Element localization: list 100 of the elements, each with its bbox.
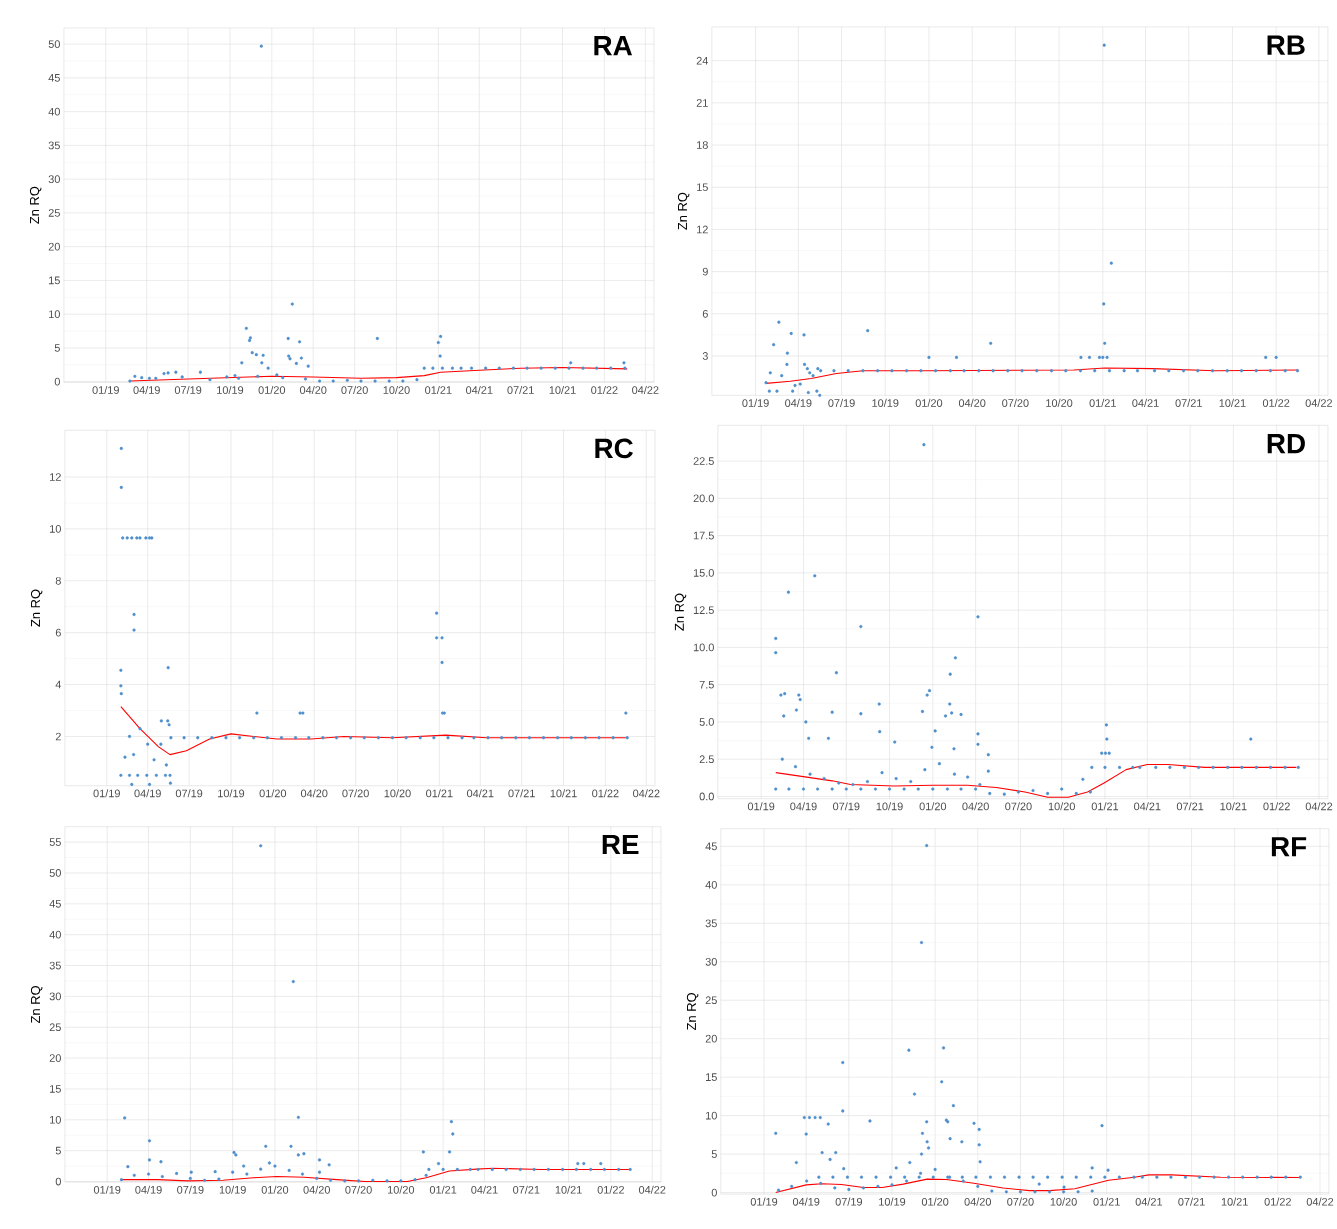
x-tick-label: 07/20 xyxy=(341,385,368,394)
x-tick-label: 01/20 xyxy=(921,1197,949,1206)
x-tick-label: 01/20 xyxy=(915,398,943,407)
x-tick-label: 07/21 xyxy=(1178,1197,1205,1206)
y-tick-label: 0.0 xyxy=(699,792,714,801)
chart-title: RE xyxy=(602,834,639,855)
x-tick-label: 01/19 xyxy=(93,1185,121,1194)
y-tick-label: 20.0 xyxy=(693,494,714,503)
y-tick-label: 55 xyxy=(49,838,61,846)
x-tick-label: 04/22 xyxy=(633,789,660,798)
y-tick-label: 10 xyxy=(50,525,61,533)
x-tick-label: 04/19 xyxy=(133,385,160,394)
y-tick-label: 0 xyxy=(55,1177,61,1186)
y-tick-label: 6 xyxy=(55,628,61,637)
x-tick-label: 04/20 xyxy=(303,1185,330,1194)
x-tick-label: 01/19 xyxy=(742,398,769,407)
x-tick-label: 01/21 xyxy=(425,385,452,394)
y-tick-label: 7.5 xyxy=(699,680,714,689)
y-tick-label: 15 xyxy=(49,276,60,285)
x-tick-label: 04/21 xyxy=(1134,802,1161,811)
x-tick-label: 07/21 xyxy=(1176,802,1204,811)
x-tick-label: 01/21 xyxy=(426,789,453,798)
x-tick-label: 01/22 xyxy=(1264,1197,1291,1206)
x-tick-label: 01/22 xyxy=(591,385,618,394)
x-tick-label: 01/19 xyxy=(747,802,775,811)
x-tick-label: 10/19 xyxy=(876,802,903,811)
y-tick-label: 8 xyxy=(55,576,61,585)
x-tick-label: 10/21 xyxy=(1221,1197,1248,1206)
y-axis-title: Zn RQ xyxy=(30,985,43,1024)
y-tick-label: 3 xyxy=(702,352,708,360)
line-series xyxy=(765,367,1299,384)
x-tick-label: 10/21 xyxy=(1219,398,1246,407)
y-axis-title: Zn RQ xyxy=(677,192,690,230)
x-tick-label: 04/22 xyxy=(1305,398,1333,407)
y-tick-label: 45 xyxy=(705,842,717,851)
x-tick-label: 04/19 xyxy=(785,398,812,407)
y-tick-label: 10.0 xyxy=(693,643,714,652)
x-tick-label: 10/21 xyxy=(1220,802,1247,811)
x-tick-label: 01/19 xyxy=(93,789,120,798)
y-tick-label: 20 xyxy=(705,1034,717,1043)
chart-title: RD xyxy=(1267,434,1305,454)
x-tick-label: 07/20 xyxy=(342,789,369,798)
y-tick-label: 20 xyxy=(48,242,60,251)
x-tick-label: 01/21 xyxy=(429,1185,457,1194)
y-tick-label: 35 xyxy=(48,141,60,150)
y-tick-label: 25 xyxy=(48,209,60,217)
y-tick-label: 30 xyxy=(705,957,717,966)
x-tick-label: 01/22 xyxy=(592,789,619,798)
y-tick-label: 30 xyxy=(48,175,60,184)
y-axis-title: Zn RQ xyxy=(674,593,687,631)
y-tick-label: 10 xyxy=(49,310,60,319)
x-tick-label: 10/20 xyxy=(1046,398,1073,407)
y-tick-label: 15 xyxy=(706,1073,717,1081)
x-tick-label: 07/19 xyxy=(833,802,860,811)
x-tick-label: 01/20 xyxy=(919,802,947,811)
x-tick-label: 01/21 xyxy=(1093,1197,1120,1206)
x-tick-label: 10/21 xyxy=(549,385,576,394)
x-tick-label: 04/19 xyxy=(790,802,817,811)
y-tick-label: 35 xyxy=(705,919,717,928)
x-tick-label: 01/22 xyxy=(597,1185,625,1194)
y-tick-label: 5 xyxy=(711,1150,717,1158)
x-tick-label: 10/20 xyxy=(1050,1197,1077,1206)
x-tick-label: 04/19 xyxy=(134,789,161,798)
x-tick-label: 01/20 xyxy=(261,1185,289,1194)
x-tick-label: 10/19 xyxy=(879,1197,906,1206)
y-tick-label: 6 xyxy=(702,309,708,318)
y-axis-title: Zn RQ xyxy=(29,186,42,224)
x-tick-label: 01/19 xyxy=(92,385,119,394)
y-tick-label: 40 xyxy=(48,107,60,116)
y-tick-label: 35 xyxy=(49,961,61,970)
x-tick-label: 04/21 xyxy=(1135,1197,1163,1206)
chart-title: RF xyxy=(1271,837,1307,857)
line-series xyxy=(120,706,627,756)
x-tick-label: 07/19 xyxy=(177,1185,204,1194)
x-tick-label: 04/19 xyxy=(792,1197,820,1206)
y-tick-label: 20 xyxy=(49,1054,61,1062)
x-tick-label: 04/21 xyxy=(1132,398,1159,407)
y-tick-label: 45 xyxy=(49,899,61,908)
y-tick-label: 22.5 xyxy=(693,457,714,465)
x-tick-label: 04/19 xyxy=(135,1185,162,1194)
x-tick-label: 10/19 xyxy=(872,398,899,407)
y-axis-title: Zn RQ xyxy=(30,589,43,627)
x-tick-label: 04/22 xyxy=(632,385,659,394)
y-tick-label: 18 xyxy=(697,141,708,149)
x-tick-label: 01/19 xyxy=(750,1197,778,1206)
x-tick-label: 04/21 xyxy=(471,1185,498,1194)
x-tick-label: 10/19 xyxy=(219,1185,246,1194)
x-tick-label: 07/20 xyxy=(1007,1197,1034,1206)
x-tick-label: 07/21 xyxy=(507,385,534,394)
x-tick-label: 04/20 xyxy=(964,1197,992,1206)
x-tick-label: 04/22 xyxy=(1306,1197,1334,1206)
y-tick-label: 50 xyxy=(49,869,61,877)
x-tick-label: 04/22 xyxy=(1305,802,1333,811)
y-tick-label: 5 xyxy=(54,344,60,352)
x-tick-label: 07/20 xyxy=(1002,398,1029,407)
y-tick-label: 0 xyxy=(711,1188,717,1197)
x-tick-label: 04/21 xyxy=(467,789,494,798)
y-tick-label: 25 xyxy=(705,996,717,1005)
y-axis-title: Zn RQ xyxy=(686,992,699,1031)
y-tick-label: 21 xyxy=(696,99,708,107)
